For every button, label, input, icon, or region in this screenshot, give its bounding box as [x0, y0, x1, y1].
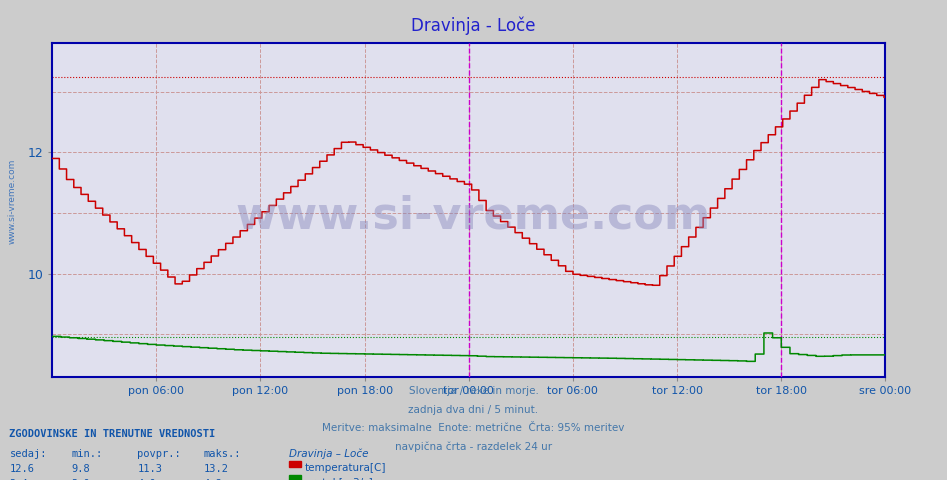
Text: 11.3: 11.3: [137, 464, 162, 474]
Text: 13.2: 13.2: [204, 464, 228, 474]
Text: ZGODOVINSKE IN TRENUTNE VREDNOSTI: ZGODOVINSKE IN TRENUTNE VREDNOSTI: [9, 429, 216, 439]
Text: Meritve: maksimalne  Enote: metrične  Črta: 95% meritev: Meritve: maksimalne Enote: metrične Črta…: [322, 423, 625, 433]
Text: navpična črta - razdelek 24 ur: navpična črta - razdelek 24 ur: [395, 441, 552, 452]
Text: temperatura[C]: temperatura[C]: [305, 463, 386, 473]
Text: 4.8: 4.8: [204, 479, 223, 480]
Text: 4.0: 4.0: [137, 479, 156, 480]
Text: www.si-vreme.com: www.si-vreme.com: [236, 194, 711, 238]
Text: maks.:: maks.:: [204, 449, 241, 459]
Text: 12.6: 12.6: [9, 464, 34, 474]
Text: sedaj:: sedaj:: [9, 449, 47, 459]
Text: 9.8: 9.8: [71, 464, 90, 474]
Text: zadnja dva dni / 5 minut.: zadnja dva dni / 5 minut.: [408, 405, 539, 415]
Text: Dravinja - Loče: Dravinja - Loče: [411, 17, 536, 36]
Text: min.:: min.:: [71, 449, 102, 459]
Text: pretok[m3/s]: pretok[m3/s]: [305, 478, 373, 480]
Text: Dravinja – Loče: Dravinja – Loče: [289, 449, 368, 459]
Text: Slovenija / reke in morje.: Slovenija / reke in morje.: [408, 386, 539, 396]
Text: www.si-vreme.com: www.si-vreme.com: [8, 159, 17, 244]
Text: povpr.:: povpr.:: [137, 449, 181, 459]
Text: 3.0: 3.0: [71, 479, 90, 480]
Text: 3.4: 3.4: [9, 479, 28, 480]
